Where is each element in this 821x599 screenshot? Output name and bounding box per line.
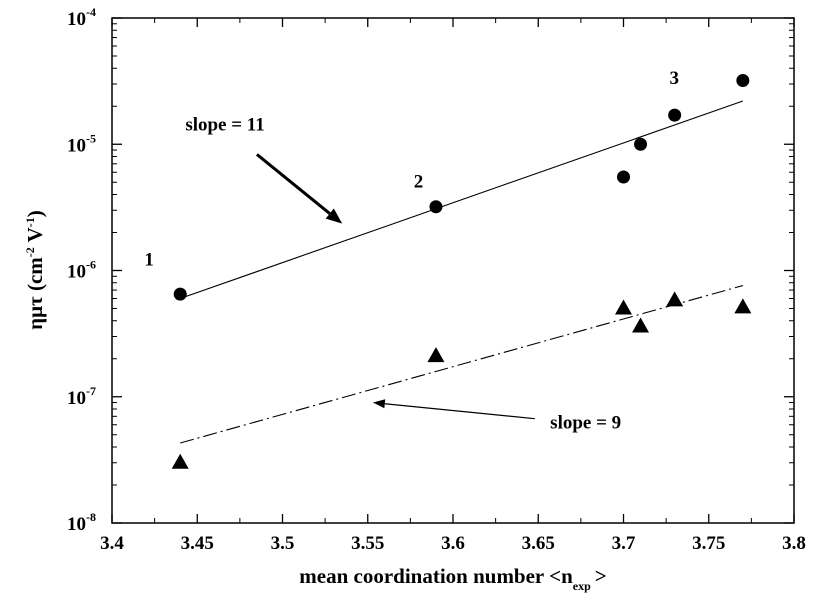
annotation-arrow-line bbox=[384, 403, 535, 420]
triangle-point bbox=[427, 347, 445, 363]
annotations: slope = 11 slope = 9 1 2 3 bbox=[144, 68, 679, 434]
x-tick-label: 3.5 bbox=[271, 533, 295, 554]
annotation-arrow-head bbox=[325, 208, 343, 224]
circle-point bbox=[429, 200, 443, 214]
circle-point bbox=[668, 108, 682, 122]
x-tick-label: 3.65 bbox=[522, 533, 555, 554]
x-axis-title: mean coordination number <nexp > bbox=[299, 564, 607, 593]
y-tick-label: 10-8 bbox=[67, 510, 96, 535]
x-tick-labels: 3.4 3.45 3.5 3.55 3.6 3.65 3.7 3.75 3.8 bbox=[100, 533, 806, 554]
fit-line-circles bbox=[180, 100, 744, 300]
annotation-label: slope = 11 bbox=[185, 115, 264, 136]
annotation-arrow-head bbox=[372, 399, 386, 409]
plot-frame bbox=[111, 17, 795, 524]
y-tick-label: 10-4 bbox=[67, 5, 96, 30]
circle-point bbox=[617, 170, 630, 184]
y-axis-title: ημτ (cm-2 V-1) bbox=[23, 210, 47, 330]
y-tick-labels: 10-8 10-7 10-6 10-5 10-4 bbox=[67, 5, 96, 535]
fit-line-triangles bbox=[180, 285, 743, 444]
x-tick-label: 3.45 bbox=[181, 533, 214, 554]
x-tick-label: 3.6 bbox=[441, 533, 465, 554]
circle-point bbox=[634, 137, 648, 151]
x-tick-label: 3.4 bbox=[100, 533, 124, 554]
x-tick-label: 3.75 bbox=[692, 533, 725, 554]
annotation-label: 2 bbox=[414, 171, 424, 192]
triangle-point bbox=[666, 291, 684, 307]
triangle-point bbox=[615, 299, 632, 315]
y-tick-label: 10-6 bbox=[67, 258, 96, 283]
annotation-label: 1 bbox=[144, 249, 154, 270]
annotation-label: slope = 9 bbox=[550, 413, 621, 434]
axis-ticks bbox=[111, 17, 795, 524]
fit-lines bbox=[180, 100, 744, 444]
x-tick-label: 3.55 bbox=[351, 533, 384, 554]
triangle-point bbox=[171, 453, 189, 469]
annotation-arrow-line bbox=[255, 153, 331, 215]
triangle-point bbox=[632, 317, 650, 333]
data-points bbox=[171, 73, 752, 469]
circle-point bbox=[736, 73, 750, 87]
annotation-label: 3 bbox=[670, 68, 680, 89]
triangle-point bbox=[734, 298, 752, 314]
y-tick-label: 10-7 bbox=[67, 384, 96, 409]
x-tick-label: 3.8 bbox=[782, 533, 806, 554]
y-tick-label: 10-5 bbox=[67, 131, 96, 156]
circle-point bbox=[173, 287, 187, 301]
x-tick-label: 3.7 bbox=[612, 533, 636, 554]
